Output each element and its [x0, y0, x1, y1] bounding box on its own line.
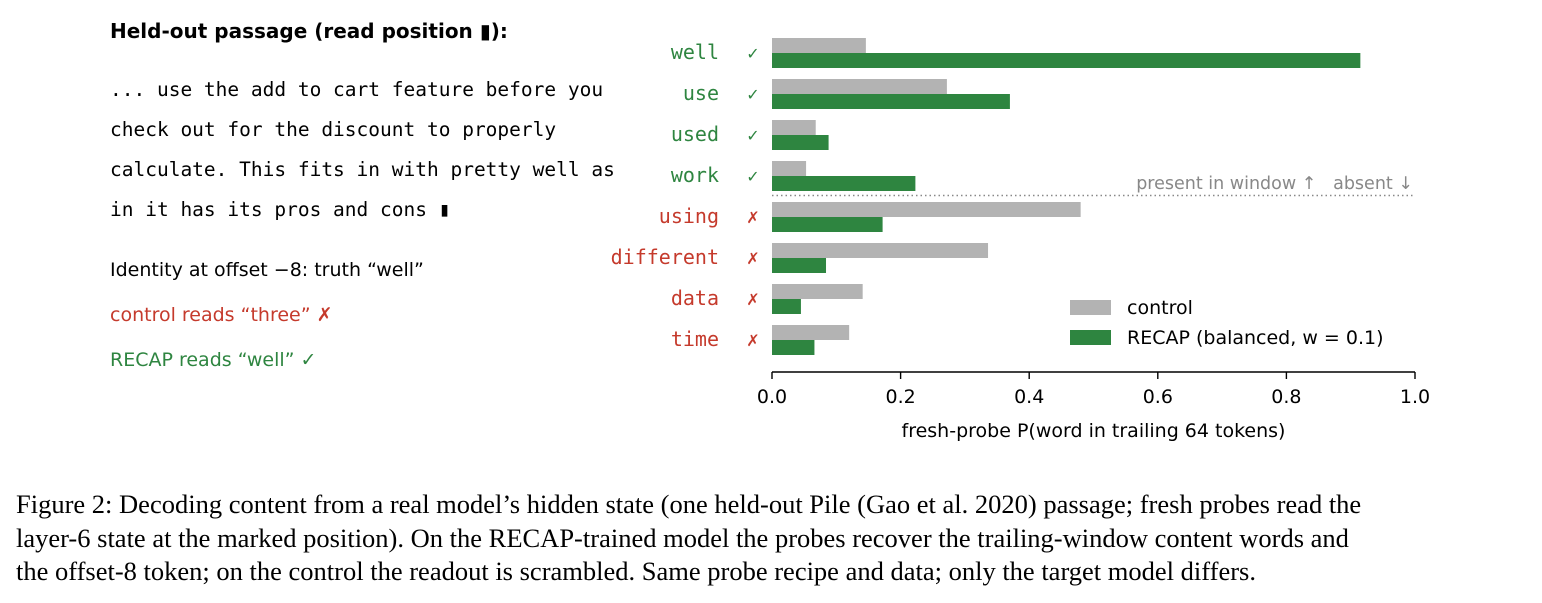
recap-bar-used [772, 135, 829, 150]
recap-read-note: RECAP reads “well” ✓ [110, 349, 317, 371]
category-label-work: work [671, 163, 719, 187]
x-tick-label: 1.0 [1400, 386, 1430, 408]
passage-line: check out for the discount to properly [110, 118, 557, 141]
category-mark-time: ✗ [746, 331, 759, 350]
x-tick-label: 0.0 [757, 386, 787, 408]
category-label-time: time [671, 327, 719, 351]
bars-group [772, 38, 1361, 355]
caption-line: the offset-8 token; on the control the r… [16, 556, 1256, 586]
category-mark-data: ✗ [746, 290, 759, 309]
divider-label: present in window ↑ absent ↓ [1136, 174, 1413, 194]
legend-label: RECAP (balanced, w = 0.1) [1127, 327, 1384, 349]
control-bar-use [772, 79, 947, 94]
recap-bar-different [772, 258, 827, 273]
control-read-note: control reads “three” ✗ [110, 304, 333, 326]
bar-chart: well ✓ use ✓ used ✓ work ✓ using ✗ different ✗ data ✗… [611, 38, 1430, 442]
passage-line: calculate. This fits in with pretty well… [110, 158, 615, 181]
legend-swatch [1070, 300, 1111, 315]
category-label-well: well [671, 40, 719, 64]
passage-line: ... use the add to cart feature before y… [110, 78, 604, 101]
control-bar-time [772, 325, 850, 340]
passage-line: in it has its pros and cons ▮ [110, 198, 451, 221]
control-bar-work [772, 161, 807, 176]
category-labels: well ✓ use ✓ used ✓ work ✓ using ✗ different ✗ data ✗… [611, 40, 760, 351]
control-bar-different [772, 243, 989, 258]
x-tick-label: 0.2 [885, 386, 915, 408]
recap-bar-time [772, 340, 815, 355]
category-mark-used: ✓ [746, 126, 759, 145]
x-axis-label: fresh-probe P(word in trailing 64 tokens… [902, 420, 1286, 442]
caption-line: Figure 2: Decoding content from a real m… [16, 489, 1362, 519]
recap-bar-data [772, 299, 801, 314]
category-label-used: used [671, 122, 719, 146]
figure-caption: Figure 2: Decoding content from a real m… [16, 488, 1531, 589]
category-label-use: use [683, 81, 719, 105]
control-bar-used [772, 120, 816, 135]
recap-bar-work [772, 176, 916, 191]
legend: control RECAP (balanced, w = 0.1) [1070, 297, 1384, 349]
recap-bar-well [772, 53, 1361, 68]
caption-line: layer-6 state at the marked position). O… [16, 522, 1349, 553]
legend-label: control [1127, 297, 1193, 319]
x-tick-label: 0.4 [1014, 386, 1044, 408]
recap-bar-using [772, 217, 883, 232]
passage-heading: Held-out passage (read position ▮): [110, 19, 508, 43]
category-label-using: using [659, 204, 719, 228]
category-label-different: different [611, 245, 719, 269]
control-bar-data [772, 284, 863, 299]
category-mark-well: ✓ [746, 44, 759, 63]
legend-swatch [1070, 330, 1111, 345]
x-tick-label: 0.6 [1143, 386, 1173, 408]
category-mark-use: ✓ [746, 85, 759, 104]
identity-note: Identity at offset −8: truth “well” [110, 259, 424, 281]
x-tick-label: 0.8 [1271, 386, 1301, 408]
recap-bar-use [772, 94, 1010, 109]
control-bar-using [772, 202, 1081, 217]
control-bar-well [772, 38, 866, 53]
x-axis: 0.0 0.2 0.4 0.6 0.8 1.0 [757, 371, 1430, 408]
category-mark-using: ✗ [746, 208, 759, 227]
category-label-data: data [671, 286, 719, 310]
category-mark-work: ✓ [746, 167, 759, 186]
category-mark-different: ✗ [746, 249, 759, 268]
